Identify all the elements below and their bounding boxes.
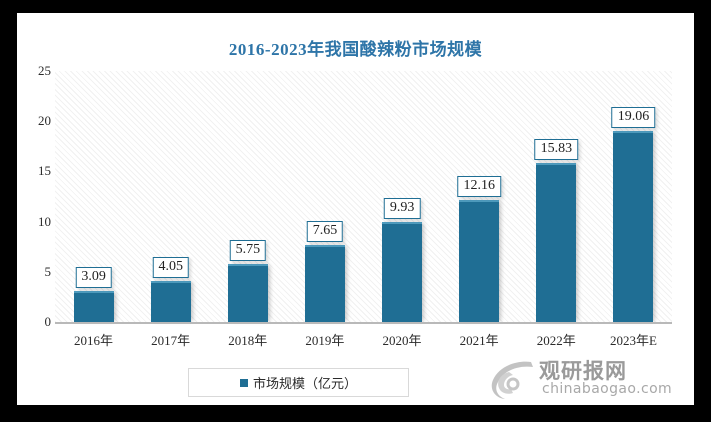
x-axis: 2016年 2017年 2018年 2019年 2020年 2021年 2022年 2023年…	[55, 330, 672, 356]
watermark-brand: 观研报网	[539, 359, 627, 383]
bar[interactable]	[459, 199, 500, 322]
bar[interactable]	[304, 245, 345, 322]
bar[interactable]	[73, 290, 114, 322]
x-axis-tick-label: 2022年	[536, 333, 576, 348]
bar-column: 12.16	[441, 71, 518, 322]
y-axis-tick-label: 15	[38, 163, 51, 179]
bar[interactable]	[227, 264, 268, 322]
bar-value-label: 5.75	[229, 240, 267, 262]
y-axis-tick-label: 10	[38, 213, 51, 229]
chart-legend[interactable]: 市场规模（亿元）	[188, 368, 409, 397]
x-axis-tick-label: 2023年E	[609, 333, 657, 348]
x-axis-tick-label: 2017年	[151, 333, 191, 348]
bar[interactable]	[536, 163, 577, 322]
x-axis-line	[55, 322, 672, 324]
chart-card: 2016-2023年我国酸辣粉市场规模 0 5 10 15 20 25 3.09 4.05 5…	[17, 13, 694, 405]
bar[interactable]	[150, 281, 191, 322]
bar-value-label: 15.83	[534, 139, 579, 161]
x-axis-tick-label: 2020年	[382, 333, 422, 348]
bar-column: 5.75	[209, 71, 286, 322]
bar-column: 15.83	[518, 71, 595, 322]
y-axis-tick-label: 5	[44, 263, 52, 279]
bar-column: 4.05	[132, 71, 209, 322]
swoosh-circle-logo-icon	[491, 361, 533, 399]
y-axis: 0 5 10 15 20 25	[17, 63, 52, 329]
x-axis-tick-label: 2018年	[228, 333, 268, 348]
plot-area: 3.09 4.05 5.75 7.65 9.93 12.16 15.83 19.06	[55, 71, 672, 322]
legend-label: 市场规模（亿元）	[252, 376, 357, 391]
x-axis-tick-label: 2019年	[305, 333, 345, 348]
legend-square-marker-icon	[239, 378, 248, 387]
bar-column: 3.09	[55, 71, 132, 322]
y-axis-tick-label: 0	[44, 314, 52, 329]
x-axis-tick-label: 2021年	[459, 333, 499, 348]
x-axis-tick-label: 2016年	[74, 333, 114, 348]
bar-value-label: 3.09	[75, 266, 112, 288]
bar-value-label: 19.06	[611, 106, 656, 128]
chart-title: 2016-2023年我国酸辣粉市场规模	[228, 40, 483, 59]
y-axis-tick-label: 20	[38, 113, 51, 129]
bar-value-label: 7.65	[306, 221, 344, 243]
bar-value-label: 9.93	[383, 198, 421, 220]
watermark: 观研报网 chinabaogao.com	[487, 353, 687, 405]
bar-column: 19.06	[595, 71, 672, 322]
y-axis-tick-label: 25	[38, 63, 51, 78]
bar-value-label: 4.05	[152, 257, 189, 279]
bar-column: 7.65	[286, 71, 363, 322]
bar-column: 9.93	[364, 71, 441, 322]
bar[interactable]	[613, 130, 654, 322]
bar[interactable]	[382, 222, 423, 322]
bar-value-label: 12.16	[457, 175, 501, 197]
watermark-url: chinabaogao.com	[542, 381, 673, 397]
